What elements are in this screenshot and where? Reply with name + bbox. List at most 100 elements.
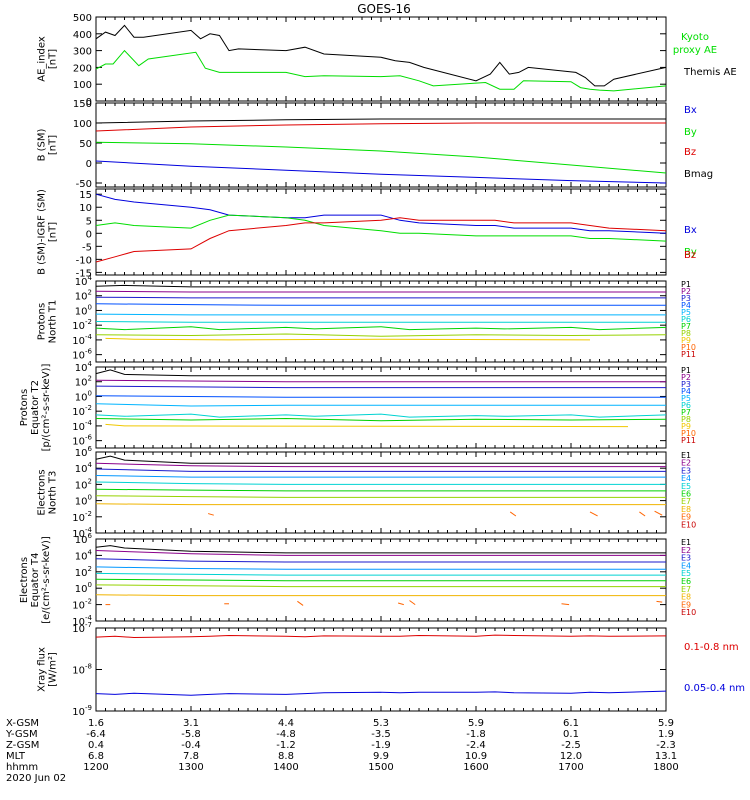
legend-P2: P2 xyxy=(681,373,691,382)
series-line-By xyxy=(95,214,667,242)
footer-value: 8.8 xyxy=(278,751,294,762)
legend-E9: E9 xyxy=(681,600,691,609)
y-tick-label: 10-2 xyxy=(72,598,92,612)
footer-value: 1500 xyxy=(368,762,393,773)
y-tick-label: 10-9 xyxy=(72,704,92,718)
panel-electrons_t4: 106 104 102 100 10-2 10-4 Electrons Equator T4[… xyxy=(19,532,696,628)
y-axis-label: B (SM)-IGRF (SM) xyxy=(37,189,48,275)
y-tick-label: 0 xyxy=(86,97,92,108)
footer-value: 5.9 xyxy=(468,718,484,729)
legend-E8: E8 xyxy=(681,505,691,514)
y-tick-label: -50 xyxy=(76,179,92,190)
y-tick-label: 10-4 xyxy=(72,333,92,347)
axes-frame xyxy=(95,188,667,276)
series-line-E6 xyxy=(95,578,666,582)
series-line-E3 xyxy=(95,558,666,563)
y-tick-label: 102 xyxy=(75,477,92,491)
footer-value: 4.4 xyxy=(278,718,294,729)
legend-P10: P10 xyxy=(681,429,696,438)
legend-P9: P9 xyxy=(681,422,691,431)
y-tick-label: 106 xyxy=(75,532,93,546)
series-segment-E9 xyxy=(509,511,517,517)
y-tick-label: -5 xyxy=(82,242,92,253)
series-line-E2 xyxy=(95,462,666,468)
panel-bsm: -50 0 50 100 150 B (SM) [nT] Bx By Bz Bmag xyxy=(37,99,714,190)
y-axis-label: [nT] xyxy=(48,135,59,155)
footer-value: 1400 xyxy=(273,762,298,773)
legend-P1: P1 xyxy=(681,280,691,289)
series-line-P2 xyxy=(95,290,666,293)
series-line-E2 xyxy=(95,550,666,556)
legend-E9: E9 xyxy=(681,513,691,522)
y-tick-label: 500 xyxy=(73,13,92,24)
series-line-E4 xyxy=(95,566,666,570)
series-segment-E9 xyxy=(207,513,214,516)
legend-E10: E10 xyxy=(681,608,696,617)
legend-Bx: Bx xyxy=(684,225,697,236)
footer-value: -0.4 xyxy=(181,740,201,751)
y-tick-label: 102 xyxy=(75,289,92,303)
footer-value: 1200 xyxy=(83,762,108,773)
y-tick-label: 10-4 xyxy=(72,526,92,540)
legend-E2: E2 xyxy=(681,546,691,555)
legend-P1: P1 xyxy=(681,366,691,375)
legend-E7: E7 xyxy=(681,585,691,594)
y-tick-label: 100 xyxy=(75,581,92,595)
footer-value: -1.2 xyxy=(276,740,296,751)
y-axis-label: [p/(cm²-s-sr-keV)] xyxy=(41,364,52,452)
footer-date: 2020 Jun 02 xyxy=(6,773,66,784)
footer-value: -2.4 xyxy=(466,740,486,751)
legend-E4: E4 xyxy=(681,561,691,570)
y-tick-label: 10-2 xyxy=(72,510,92,524)
series-line-0.1-0.8 nm xyxy=(95,634,667,639)
footer-value: 5.9 xyxy=(658,718,674,729)
y-axis-label: Xray flux xyxy=(37,647,48,692)
legend-Bz: Bz xyxy=(684,250,696,261)
y-tick-label: 10-4 xyxy=(72,419,92,433)
series-segment-E9 xyxy=(654,510,663,516)
legend-E6: E6 xyxy=(681,490,691,499)
legend-0.05-0.4-nm: 0.05-0.4 nm xyxy=(684,683,745,694)
legend-P9: P9 xyxy=(681,336,691,345)
series-line-E7 xyxy=(95,495,666,498)
panel-ae: 0 100 200 300 400 500 AE_index [nT] Kyoto proxy A… xyxy=(37,13,737,108)
series-line-Bz xyxy=(95,217,667,263)
series-line-E7 xyxy=(95,584,666,588)
y-axis-label: North T3 xyxy=(48,471,59,515)
footer-row-label: X-GSM xyxy=(6,718,39,729)
series-line-P8 xyxy=(95,333,667,337)
y-tick-label: 104 xyxy=(75,461,93,475)
y-tick-label: 104 xyxy=(75,274,93,288)
footer-value: 0.1 xyxy=(563,729,579,740)
series-line-Themis AE xyxy=(95,24,667,87)
y-axis-label: [nT] xyxy=(48,49,59,69)
footer-value: 6.1 xyxy=(563,718,579,729)
footer-value: 3.1 xyxy=(183,718,199,729)
y-tick-label: 400 xyxy=(73,30,92,41)
series-line-E8 xyxy=(95,594,666,597)
y-tick-label: 0 xyxy=(86,159,92,170)
series-line-P7 xyxy=(95,326,667,331)
series-line-E8 xyxy=(95,503,666,506)
series-line-P6 xyxy=(95,413,667,418)
y-axis-label: North T1 xyxy=(48,300,59,344)
legend-P3: P3 xyxy=(681,380,691,389)
series-line-0.05-0.4 nm xyxy=(95,690,667,696)
y-tick-label: 5 xyxy=(86,216,92,227)
legend-E2: E2 xyxy=(681,459,691,468)
legend-By: By xyxy=(684,127,697,138)
legend-By: By xyxy=(684,247,697,258)
legend-E3: E3 xyxy=(681,554,691,563)
y-tick-label: 104 xyxy=(75,360,93,374)
footer-value: 0.4 xyxy=(88,740,104,751)
series-segment-E9 xyxy=(561,603,570,606)
legend-Kyoto-proxy-AE: proxy AE xyxy=(673,45,717,56)
y-tick-label: 10-2 xyxy=(72,404,92,418)
legend-E6: E6 xyxy=(681,577,691,586)
series-segment-E9 xyxy=(639,511,646,517)
series-line-P1 xyxy=(95,284,666,288)
y-axis-label: Electrons xyxy=(37,469,48,515)
legend-Kyoto-proxy-AE: Kyoto xyxy=(681,32,709,43)
